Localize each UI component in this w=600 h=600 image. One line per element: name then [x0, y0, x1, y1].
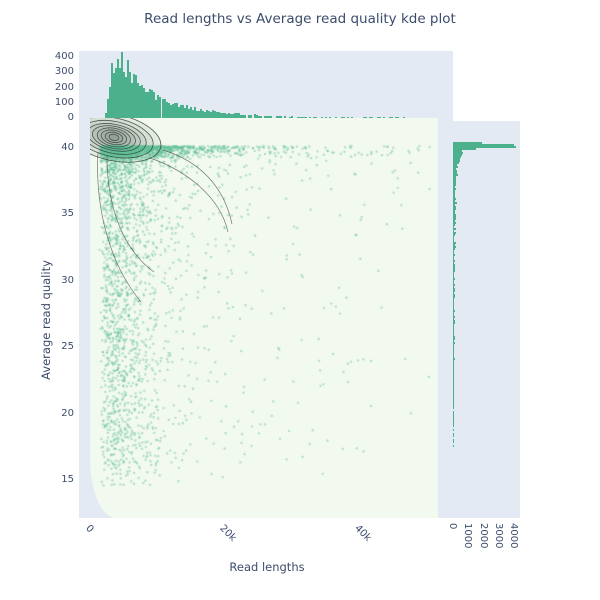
tick-label: 0	[447, 523, 458, 530]
tick-label: 2000	[477, 523, 489, 549]
tick-label: 100	[54, 96, 74, 108]
tick-label: 20	[61, 407, 74, 419]
tick-label: 25	[61, 341, 74, 353]
tick-label: 3000	[492, 523, 504, 549]
tick-label: 40	[61, 142, 74, 153]
x-axis-label: Read lengths	[229, 560, 305, 574]
tick-label: 0	[67, 112, 74, 123]
tick-label: 400	[54, 51, 74, 63]
y-axis-label: Average read quality	[39, 260, 53, 380]
tick-label: 35	[61, 208, 74, 220]
tick-label: 15	[61, 474, 74, 485]
tick-label: 1000	[462, 523, 474, 549]
tick-label: 300	[54, 66, 74, 78]
tick-label: 4000	[508, 523, 519, 549]
tick-label: 30	[61, 274, 74, 286]
tick-label: 200	[54, 81, 74, 93]
